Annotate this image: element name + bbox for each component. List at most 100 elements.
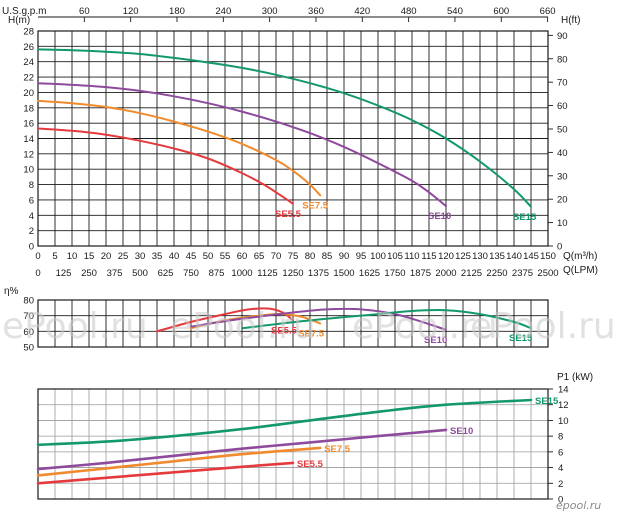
head-x-tick-label: 85 [322,251,333,262]
eff-curve-label: SE7.5 [298,329,325,340]
head-ft-tick-label: 80 [557,54,568,65]
head-x-tick-label: 75 [288,251,299,262]
head-ft-tick-label: 90 [557,31,568,42]
head-ft-tick-label: 20 [557,195,568,206]
head-x-tick-label: 120 [438,251,454,262]
head-x-tick-label: 65 [254,251,265,262]
head-lpm-tick-label: 625 [158,268,174,279]
power-y-tick-label: 10 [558,416,569,427]
head-gpm-tick-label: 120 [123,6,139,17]
head-gpm-axis-title: U.S.g.p.m [2,6,46,17]
head-x-tick-label: 115 [421,251,436,262]
head-x-tick-label: 50 [203,251,214,262]
head-lpm-tick-label: 1500 [333,268,354,279]
head-gpm-tick-label: 480 [401,6,417,17]
head-ft-axis-title: H(ft) [561,15,580,26]
power-y-tick-label: 0 [558,495,563,506]
head-lpm-tick-label: 2000 [435,268,456,279]
power-curve-label: SE7.5 [324,444,351,455]
head-y-tick-label: 16 [23,119,34,130]
head-x-tick-label: 110 [404,251,419,262]
head-x-tick-label: 40 [169,251,180,262]
head-lpm-tick-label: 1125 [257,268,277,279]
head-x-tick-label: 5 [52,251,57,262]
eff-y-axis-title: η% [4,286,19,297]
head-curve-se5-5 [37,127,294,205]
power-curve-se15 [36,398,533,447]
efficiency-panel: 50 60 70 80 η% SE5.5 SE7.5 SE10 SE15 [4,286,549,354]
head-lpm-tick-label: 2250 [486,268,507,279]
head-lpm-tick-label: 1625 [359,268,380,279]
head-gpm-tick-label: 360 [308,6,324,17]
power-y-axis-title: P1 (kW) [557,372,593,383]
eff-curve-label: SE10 [424,335,447,346]
watermark-text: ePool.ru [2,306,148,347]
head-x-tick-label: 145 [523,251,539,262]
eff-curve-se15 [241,309,532,330]
watermark-text: ePool.ru [352,306,498,347]
head-ft-tick-label: 40 [557,148,568,159]
power-y-tick-label: 2 [558,479,563,490]
head-ft-tick-label: 30 [557,171,568,182]
power-y-tick-label: 14 [558,385,569,396]
head-y-tick-label: 28 [23,27,34,38]
head-curve-label: SE5.5 [275,209,302,220]
head-x-tick-label: 150 [540,251,556,262]
head-curve-se10 [37,82,447,208]
watermark-text: ePool.ru [170,306,316,347]
head-x-tick-label: 55 [220,251,231,262]
head-lpm-tick-label: 750 [183,268,199,279]
eff-plot-frame [37,299,549,348]
power-curve-label: SE15 [535,396,559,407]
head-gpm-tick-label: 660 [540,6,556,17]
head-gpm-tick-label: 60 [79,6,90,17]
head-lpm-tick-label: 1875 [410,268,431,279]
head-x-tick-label: 35 [152,251,163,262]
head-curve-se15 [37,48,532,208]
head-y-tick-label: 12 [23,149,34,160]
head-y-tick-label: 20 [23,88,34,99]
head-x-tick-label: 80 [305,251,316,262]
head-x-tick-label: 10 [67,251,78,262]
head-y-tick-label: 14 [23,134,34,145]
head-x-tick-label: 95 [356,251,367,262]
head-y-tick-label: 22 [23,73,34,84]
head-ft-tick-label: 0 [557,242,562,253]
head-x-tick-label: 130 [472,251,488,262]
head-y-axis-title: H(m) [8,15,30,26]
power-y-tick-label: 8 [558,432,563,443]
head-lpm-tick-label: 0 [35,268,40,279]
power-y-tick-label: 4 [558,463,563,474]
head-plot-frame [37,30,549,247]
head-y-tick-label: 8 [29,180,34,191]
head-y-tick-label: 18 [23,103,34,114]
head-lpm-tick-label: 1250 [282,268,303,279]
head-ft-tick-label: 70 [557,78,568,89]
head-x-tick-label: 0 [35,251,40,262]
head-lpm-tick-label: 2500 [537,268,558,279]
head-x-tick-label: 100 [370,251,386,262]
head-gpm-tick-label: 240 [215,6,231,17]
head-lpm-tick-label: 2375 [512,268,533,279]
power-curve-label: SE10 [450,426,473,437]
power-curve-se5-5 [36,461,295,485]
head-gpm-tick-label: 300 [262,6,278,17]
head-ft-tick-label: 60 [557,101,568,112]
head-curve-label: SE10 [428,211,451,222]
head-lpm-tick-label: 1750 [384,268,405,279]
head-x-tick-label: 135 [489,251,505,262]
eff-curve-label: SE15 [509,333,533,344]
eff-y-tick-label: 50 [23,343,34,354]
head-x-tick-label: 25 [118,251,129,262]
head-lpm-tick-label: 2125 [461,268,482,279]
power-y-tick-label: 6 [558,447,563,458]
head-gpm-tick-label: 600 [493,6,509,17]
eff-curve-label: SE5.5 [271,325,298,336]
head-x-tick-label: 105 [387,251,403,262]
epool-logo: epool.ru [556,499,601,512]
head-gpm-tick-label: 420 [354,6,370,17]
eff-curve-se5-5 [156,307,294,333]
